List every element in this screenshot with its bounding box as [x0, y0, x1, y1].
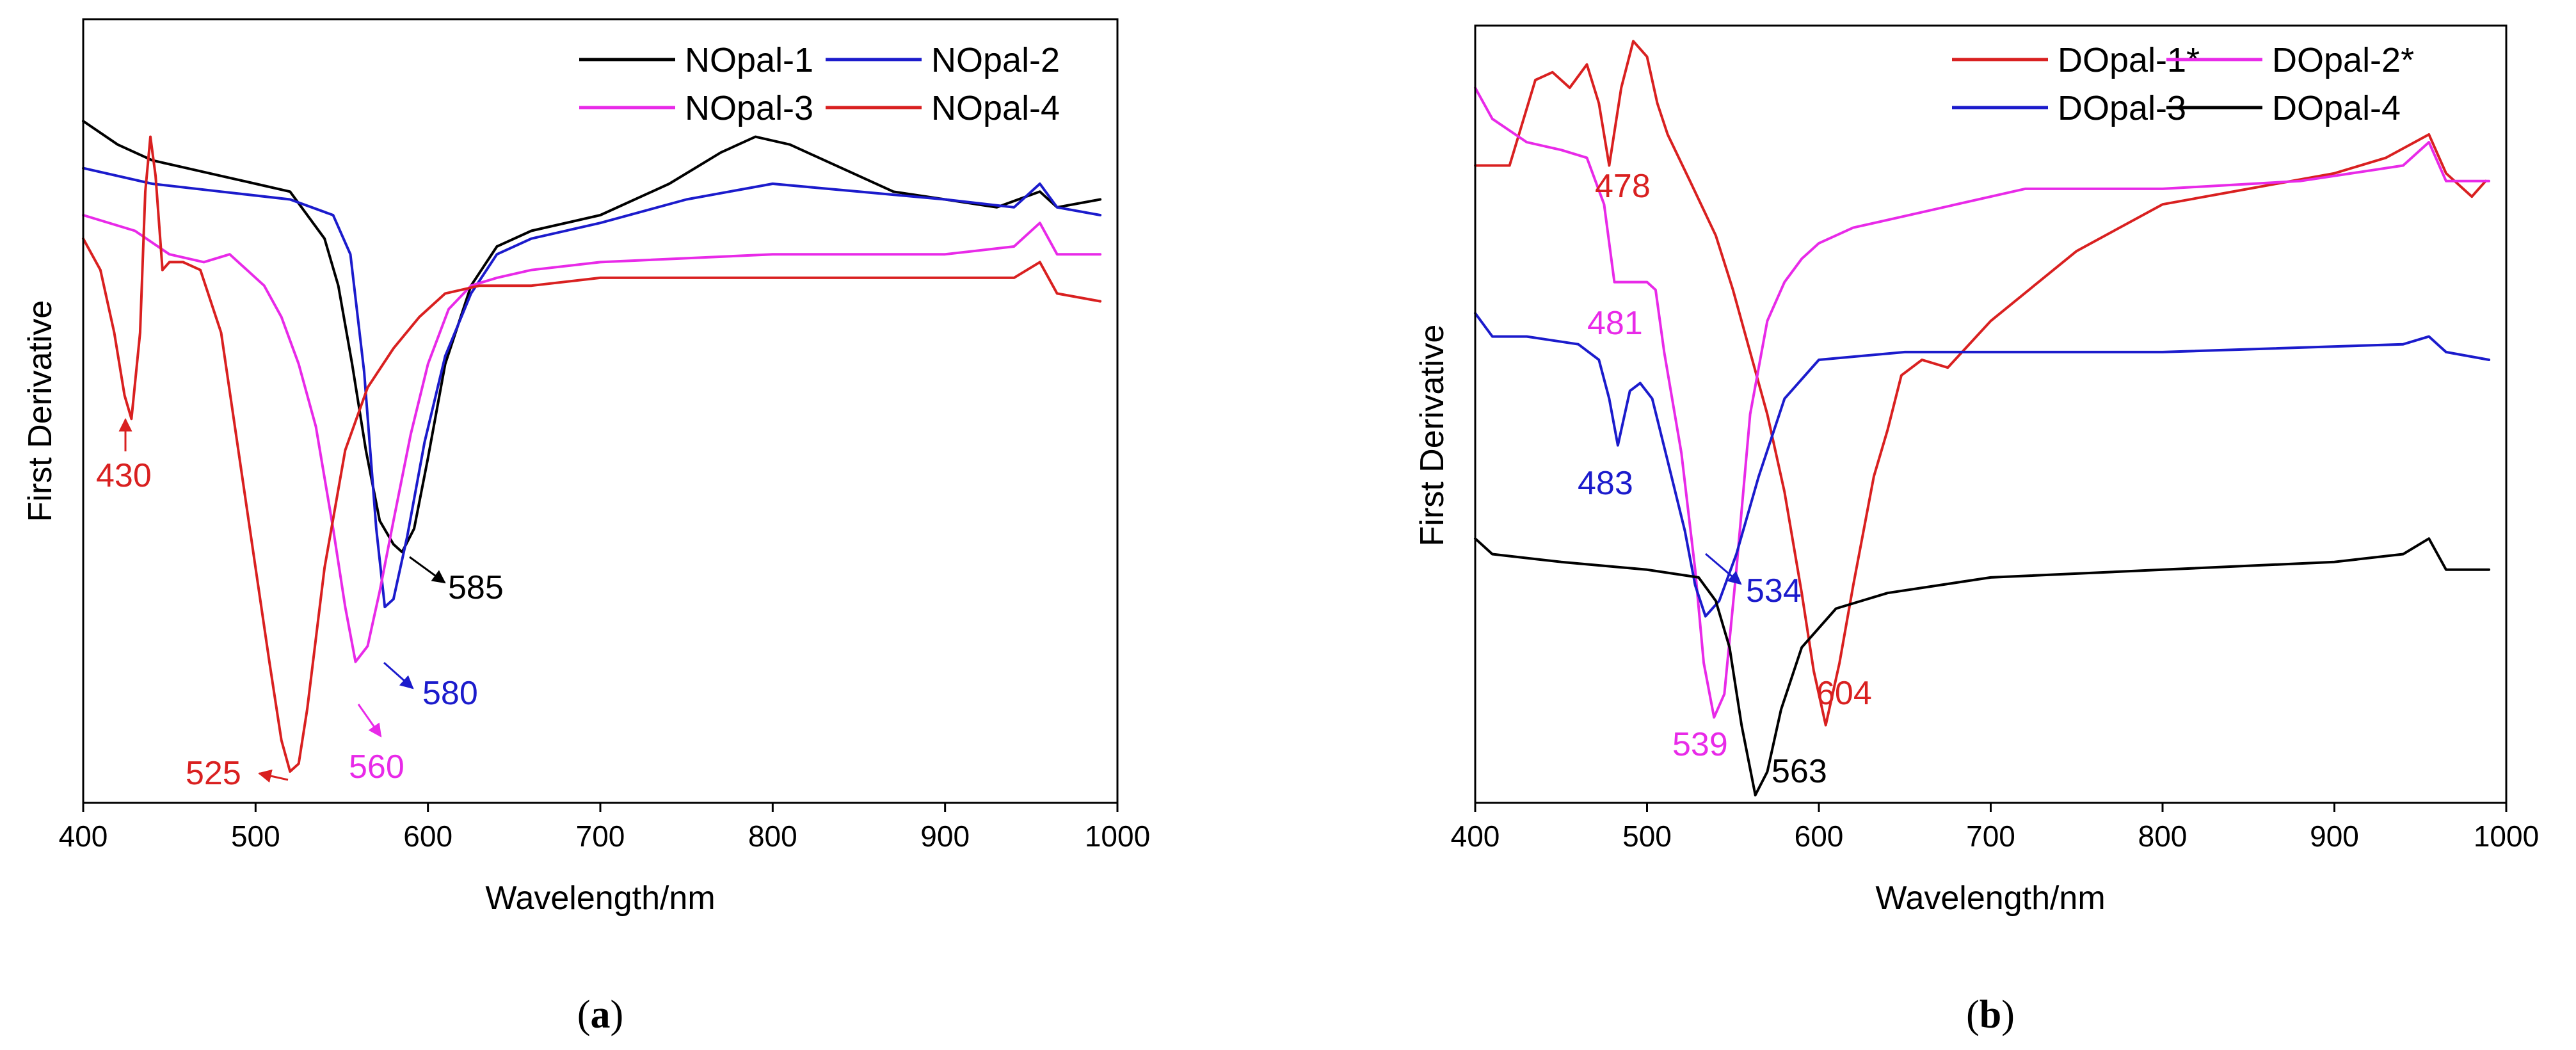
series-line-nopal-3 [82, 214, 1102, 663]
annotation-label-563: 563 [1772, 753, 1827, 790]
x-tick-label-800: 800 [2138, 820, 2188, 853]
x-ticks-b: 400 500 600 700 800 900 1000 [1451, 803, 2539, 853]
y-axis-title-a: First Derivative [22, 300, 59, 522]
annotation-arrow-580 [383, 661, 414, 690]
legend-label-dopal-3: DOpal-3 [2058, 89, 2186, 127]
panel-letter-a: a [591, 993, 611, 1037]
annotation-arrow-560 [357, 704, 382, 738]
legend-label-nopal-3: NOpal-3 [685, 89, 813, 127]
series-line-dopal-4 [1474, 537, 2491, 796]
series-line-dopal-2 [1474, 86, 2491, 719]
legend-a: NOpal-1 NOpal-2 NOpal-3 NOpal-4 [579, 41, 1060, 127]
plot-frame-a [82, 18, 1119, 804]
series-line-nopal-1 [82, 120, 1102, 554]
legend-b: DOpal-1* DOpal-2* DOpal-3 DOpal-4 [1952, 41, 2414, 127]
annotation-534: 534 [1705, 553, 1802, 610]
x-tick-label-600: 600 [1795, 820, 1844, 853]
plot-frame-b [1474, 24, 2508, 804]
annotation-label-478: 478 [1595, 168, 1651, 205]
annotation-arrow-525 [257, 769, 289, 783]
series-group-b [1474, 40, 2491, 796]
annotation-label-585: 585 [448, 569, 504, 606]
x-tick-label-400: 400 [1451, 820, 1500, 853]
annotation-arrow-585 [409, 556, 446, 584]
annotation-label-580: 580 [422, 675, 478, 712]
annotation-label-430: 430 [96, 457, 152, 494]
x-tick-label-700: 700 [576, 820, 625, 853]
annotation-arrow-534 [1705, 553, 1742, 585]
x-tick-label-900: 900 [2310, 820, 2359, 853]
chart-panel-a: 400 500 600 700 800 900 1000 Wavelength/nm Fir… [22, 18, 1150, 1037]
annotation-430: 430 [96, 417, 152, 494]
panel-tag-a: (a) [577, 993, 623, 1037]
legend-label-nopal-4: NOpal-4 [931, 89, 1060, 127]
annotation-label-525: 525 [186, 755, 241, 792]
x-tick-label-800: 800 [748, 820, 797, 853]
series-group-a [82, 120, 1102, 773]
annotation-label-539: 539 [1672, 726, 1728, 763]
x-tick-label-600: 600 [403, 820, 452, 853]
x-ticks-a: 400 500 600 700 800 900 1000 [59, 803, 1150, 853]
annotation-label-560: 560 [349, 748, 404, 786]
x-tick-label-500: 500 [231, 820, 280, 853]
annotation-label-534: 534 [1746, 572, 1802, 610]
series-line-dopal-1 [1474, 40, 2487, 727]
annotation-label-483: 483 [1578, 465, 1633, 502]
x-tick-label-700: 700 [1966, 820, 2015, 853]
x-tick-label-900: 900 [920, 820, 970, 853]
legend-label-dopal-2: DOpal-2* [2272, 41, 2414, 79]
annotation-label-481: 481 [1587, 305, 1643, 342]
annotation-525: 525 [186, 755, 289, 792]
annotation-585: 585 [409, 556, 504, 606]
legend-label-nopal-1: NOpal-1 [685, 41, 813, 79]
series-line-dopal-3 [1474, 312, 2491, 618]
annotation-580: 580 [383, 661, 478, 712]
x-tick-label-500: 500 [1622, 820, 1672, 853]
annotation-label-604: 604 [1816, 675, 1872, 712]
series-line-nopal-2 [82, 166, 1102, 608]
x-tick-label-1000: 1000 [1085, 820, 1150, 853]
panel-letter-b: b [1980, 993, 2001, 1037]
legend-label-nopal-2: NOpal-2 [931, 41, 1060, 79]
series-line-nopal-4 [82, 135, 1102, 773]
legend-label-dopal-4: DOpal-4 [2272, 89, 2401, 127]
x-axis-title-b: Wavelength/nm [1875, 880, 2105, 917]
x-axis-title-a: Wavelength/nm [485, 880, 715, 917]
x-tick-label-400: 400 [59, 820, 108, 853]
chart-panel-b: 400 500 600 700 800 900 1000 Wavelength/nm Fir… [1414, 24, 2539, 1037]
annotation-560: 560 [349, 704, 404, 786]
y-axis-title-b: First Derivative [1414, 325, 1451, 547]
panel-tag-b: (b) [1966, 993, 2015, 1037]
x-tick-label-1000: 1000 [2474, 820, 2539, 853]
